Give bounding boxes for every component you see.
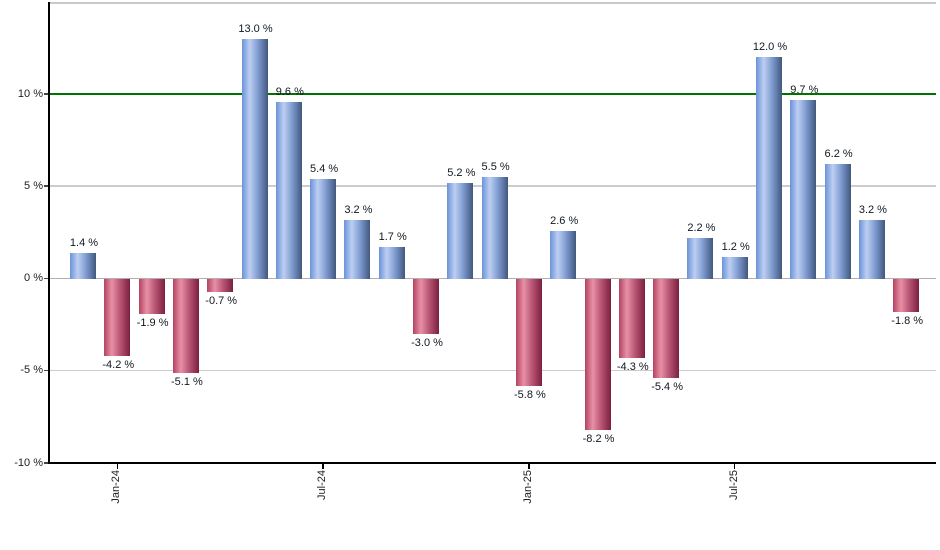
bar-value-label: -4.3 %: [616, 360, 649, 373]
x-axis-label: Jan-24: [110, 470, 123, 504]
bar-positive: [721, 256, 748, 279]
reference-line-10pct: [49, 93, 936, 96]
bar-negative: [138, 278, 165, 314]
bar-value-label: 13.0 %: [238, 22, 273, 35]
y-axis-label: 0 %: [24, 272, 43, 285]
bar-value-label: 1.4 %: [69, 236, 99, 249]
bar-negative: [515, 278, 542, 386]
bar-positive: [241, 38, 268, 279]
bar-value-label: 3.2 %: [344, 203, 373, 216]
y-axis-tick: [44, 185, 49, 187]
bar-negative: [893, 278, 920, 312]
y-axis-tick: [44, 93, 49, 95]
plot-top-border: [49, 2, 936, 4]
bar-value-label: -0.7 %: [205, 294, 238, 307]
y-axis-line: [48, 2, 50, 464]
bar-positive: [790, 99, 817, 279]
bar-value-label: -5.8 %: [513, 388, 546, 401]
bar-value-label: 12.0 %: [752, 41, 788, 54]
bar-positive: [481, 177, 508, 279]
bar-value-label: 2.6 %: [550, 214, 579, 227]
bar-value-label: -8.2 %: [582, 432, 615, 445]
y-axis-tick: [44, 277, 49, 280]
bar-value-label: 9.7 %: [790, 83, 819, 96]
bar-positive: [756, 57, 782, 279]
bar-positive: [344, 219, 371, 279]
gridline--5: [49, 369, 936, 372]
y-axis-label: -10 %: [14, 456, 43, 469]
x-axis-tick: [528, 464, 530, 469]
bar-negative: [172, 278, 199, 373]
bar-negative: [584, 278, 611, 430]
x-axis-tick: [322, 464, 324, 469]
bar-value-label: 9.6 %: [275, 85, 304, 98]
bar-positive: [858, 219, 885, 279]
bar-value-label: 1.7 %: [378, 231, 407, 244]
bar-value-label: -3.0 %: [411, 336, 443, 349]
bar-positive: [275, 101, 302, 279]
bar-value-label: -4.2 %: [102, 359, 135, 372]
bar-value-label: -5.4 %: [651, 381, 683, 394]
bar-value-label: 5.4 %: [310, 163, 339, 176]
bar-positive: [310, 179, 337, 279]
x-axis-label: Jul-24: [316, 470, 329, 500]
y-axis-label: -5 %: [20, 364, 43, 377]
bar-value-label: -1.9 %: [136, 316, 169, 329]
bar-value-label: 2.2 %: [687, 222, 716, 235]
bar-positive: [550, 230, 577, 279]
bar-positive: [70, 252, 96, 279]
y-axis-tick: [44, 462, 49, 464]
bar-value-label: -5.1 %: [170, 375, 203, 388]
bar-value-label: 6.2 %: [824, 148, 853, 161]
bar-value-label: 5.5 %: [481, 161, 510, 174]
x-axis-label: Jul-25: [727, 470, 740, 500]
bar-value-label: 3.2 %: [858, 203, 887, 216]
bar-negative: [104, 278, 131, 357]
bar-positive: [447, 182, 474, 279]
x-axis-line: [48, 462, 936, 464]
y-axis-label: 5 %: [24, 179, 43, 192]
y-axis-label: 10 %: [17, 87, 43, 100]
x-axis-label: Jan-25: [521, 470, 534, 504]
bar-negative: [413, 278, 439, 334]
bar-value-label: 1.2 %: [721, 240, 750, 253]
bar-negative: [618, 278, 645, 358]
bar-value-label: 5.2 %: [447, 166, 476, 179]
bar-positive: [824, 164, 851, 279]
bar-negative: [207, 278, 234, 292]
bar-negative: [653, 278, 680, 379]
x-axis-tick: [733, 464, 736, 469]
bar-value-label: -1.8 %: [891, 314, 924, 327]
bar-positive: [687, 238, 714, 279]
y-axis-tick: [44, 369, 49, 372]
x-axis-tick: [116, 464, 119, 469]
bar-positive: [378, 247, 405, 279]
